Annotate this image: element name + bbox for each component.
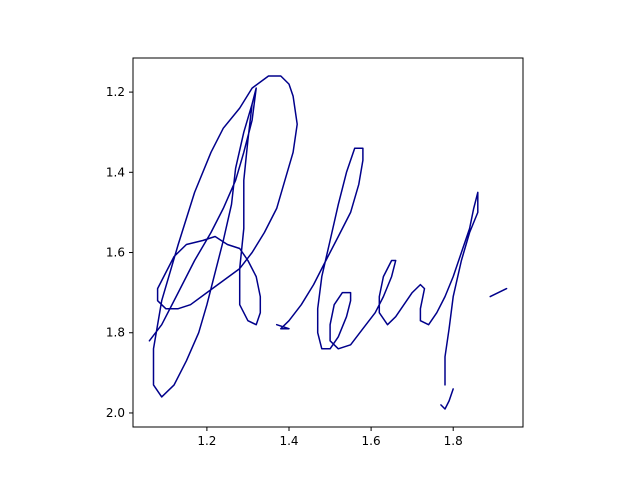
y-tick-label: 1.8 — [106, 326, 125, 340]
y-tick-label: 1.4 — [106, 165, 125, 179]
y-tick-label: 1.2 — [106, 85, 125, 99]
series-0-stroke-1 — [275, 147, 479, 386]
series-0-stroke-3 — [489, 287, 508, 298]
x-tick-label: 1.2 — [197, 434, 216, 448]
x-tick-label: 1.4 — [279, 434, 298, 448]
y-tick-label: 2.0 — [106, 406, 125, 420]
y-axis: 1.2 1.4 1.6 1.8 2.0 — [106, 85, 133, 420]
series-0-stroke-2 — [440, 388, 454, 410]
y-tick-label: 1.6 — [106, 246, 125, 260]
x-axis: 1.2 1.4 1.6 1.8 — [197, 427, 463, 448]
series-layer — [148, 75, 508, 410]
series-0-stroke-0 — [148, 75, 298, 398]
x-tick-label: 1.6 — [362, 434, 381, 448]
plot-frame — [132, 57, 524, 428]
x-tick-label: 1.8 — [444, 434, 463, 448]
